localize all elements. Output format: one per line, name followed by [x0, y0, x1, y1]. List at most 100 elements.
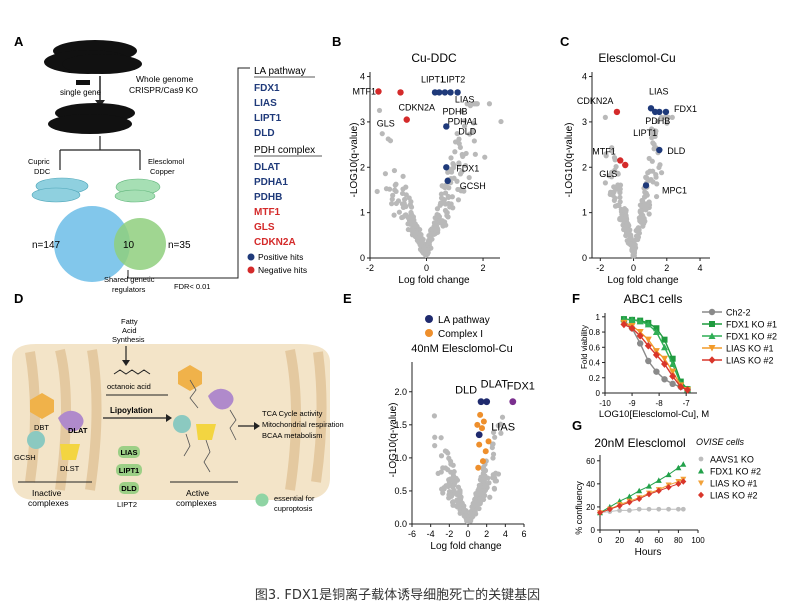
background-gene-point — [635, 228, 641, 234]
background-gene-point — [490, 451, 497, 457]
b-hit-label: LIPT2 — [441, 74, 465, 84]
background-gene-point — [435, 470, 441, 477]
background-gene-point — [452, 149, 458, 155]
b-hit-label: PDHA1 — [448, 116, 478, 126]
background-gene-point — [602, 180, 608, 186]
g-series-point — [680, 478, 687, 485]
background-gene-point — [466, 517, 472, 523]
background-gene-point — [457, 502, 463, 508]
background-gene-point — [399, 214, 405, 221]
background-gene-point — [476, 488, 482, 494]
c-hit-point — [662, 108, 670, 116]
background-gene-point — [490, 455, 496, 461]
background-gene-point — [389, 196, 395, 202]
enzyme-lias: LIAS — [120, 448, 137, 457]
g-legend-marker — [698, 480, 704, 486]
background-gene-point — [442, 201, 449, 207]
panel-f-letter: F — [572, 291, 580, 306]
active-complexes — [173, 365, 237, 473]
e-hit-point — [483, 398, 491, 406]
f-legend-marker — [708, 356, 716, 364]
background-gene-point — [450, 205, 456, 211]
background-gene-point — [486, 101, 493, 107]
f-legend-marker — [708, 332, 716, 339]
c-y-tick-label: 3 — [582, 117, 587, 127]
c-y-tick-label: 1 — [582, 208, 587, 218]
g-series-line — [599, 463, 684, 514]
g-series-point — [646, 491, 652, 498]
c-hit-label: MPC1 — [662, 185, 687, 195]
enzyme-lipt2: LIPT2 — [117, 500, 137, 509]
background-gene-point — [498, 430, 504, 436]
b-hit-label: LIPT1 — [421, 74, 445, 84]
e-y-tick-label: 2.0 — [394, 387, 407, 397]
f-series-point — [620, 320, 628, 329]
figure-caption: 图3. FDX1是铜离子载体诱导细胞死亡的关键基因 — [254, 588, 541, 603]
b-y-tick-label: 0 — [360, 253, 365, 263]
f-x-tick-label: -8 — [656, 399, 664, 408]
g-series-point — [627, 507, 632, 513]
e-x-tick-label: -4 — [427, 529, 435, 539]
background-gene-point — [435, 213, 441, 219]
f-series-point — [636, 317, 644, 325]
g-series-point — [680, 506, 686, 512]
background-gene-point — [438, 191, 445, 197]
legend-la-dot — [425, 315, 433, 323]
background-gene-point — [489, 444, 495, 451]
pdh-header: PDH complex — [254, 145, 315, 156]
background-gene-point — [470, 120, 477, 126]
background-gene-point — [403, 184, 409, 190]
g-series-line — [599, 481, 684, 514]
background-gene-point — [456, 160, 462, 166]
fatty-label-2: Acid — [122, 326, 137, 335]
f-legend-label: FDX1 KO #2 — [726, 332, 777, 342]
background-gene-point — [462, 162, 469, 169]
e-complex-point — [479, 425, 485, 432]
octanoic-acid-chain — [113, 369, 151, 375]
background-gene-point — [446, 455, 452, 461]
f-series-point — [644, 336, 652, 344]
c-hit-point — [622, 161, 629, 169]
b-hit-point — [375, 88, 382, 95]
legend-essential-1: essential for — [274, 494, 315, 503]
inactive-label-2: complexes — [28, 498, 69, 508]
background-gene-point — [650, 140, 656, 146]
background-gene-point — [431, 220, 438, 226]
cupric-label-2: DDC — [34, 167, 51, 176]
g-legend-title: OVISE cells — [696, 437, 745, 447]
panel-b: B Cu-DDC -LOG10(q-value) Log fold change… — [332, 34, 504, 286]
b-y-tick-label: 2 — [360, 162, 365, 172]
background-gene-point — [448, 469, 454, 475]
b-hit-point — [454, 89, 461, 96]
panel-e-letter: E — [343, 291, 352, 306]
g-x-tick-label: 40 — [635, 536, 644, 545]
b-title: Cu-DDC — [411, 51, 457, 65]
background-gene-point — [412, 221, 418, 227]
gene-pdha1: PDHA1 — [254, 177, 288, 188]
gene-lipt1: LIPT1 — [254, 113, 282, 124]
e-title: 40nM Elesclomol-Cu — [411, 343, 512, 355]
g-series-point — [665, 484, 672, 491]
background-gene-point — [438, 435, 444, 441]
f-legend-label: FDX1 KO #1 — [726, 320, 777, 330]
background-gene-point — [456, 136, 462, 142]
background-gene-point — [387, 186, 393, 192]
g-xlabel: Hours — [635, 547, 662, 558]
background-gene-point — [646, 211, 652, 217]
background-gene-point — [459, 108, 465, 114]
f-series-point — [661, 376, 668, 383]
g-legend-marker — [698, 491, 704, 499]
c-hit-point — [617, 157, 624, 164]
enzyme-lias-chip — [118, 446, 140, 458]
e-x-tick-label: 0 — [465, 529, 470, 539]
f-x-tick-label: -7 — [683, 399, 691, 408]
c-ylabel: -LOG10(q-value) — [564, 122, 575, 197]
b-hit-label: FDX1 — [456, 163, 479, 173]
c-y-tick-label: 4 — [582, 72, 587, 82]
f-legend-label: LIAS KO #2 — [726, 356, 774, 366]
octanoic-label: octanoic acid — [107, 382, 151, 391]
background-gene-point — [642, 203, 648, 209]
background-gene-point — [442, 448, 448, 454]
legend-complex-label: Complex I — [438, 329, 483, 340]
background-gene-point — [478, 482, 484, 488]
